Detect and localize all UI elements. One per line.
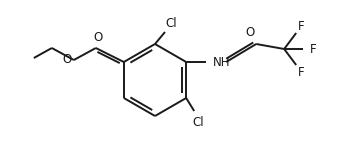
Text: O: O [62, 52, 71, 65]
Text: O: O [246, 25, 255, 39]
Text: NH: NH [213, 56, 231, 68]
Text: O: O [93, 31, 103, 44]
Text: Cl: Cl [193, 116, 204, 128]
Text: F: F [310, 43, 317, 56]
Text: Cl: Cl [165, 16, 177, 29]
Text: F: F [298, 65, 304, 79]
Text: F: F [298, 20, 304, 32]
